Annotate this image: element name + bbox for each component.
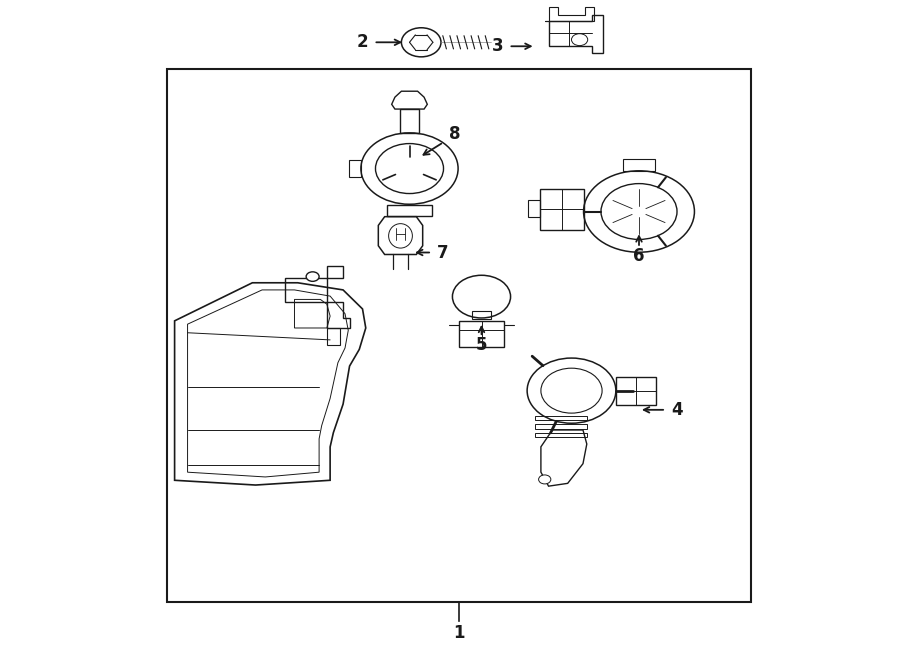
Text: 2: 2 (357, 33, 368, 52)
Circle shape (361, 133, 458, 204)
Circle shape (583, 171, 695, 253)
Circle shape (453, 275, 510, 318)
Text: 4: 4 (671, 401, 682, 419)
Circle shape (375, 143, 444, 194)
Circle shape (601, 184, 677, 239)
Circle shape (572, 34, 588, 46)
Circle shape (527, 358, 616, 423)
Circle shape (401, 28, 441, 57)
Circle shape (538, 475, 551, 484)
Text: 5: 5 (476, 336, 487, 354)
Text: 8: 8 (449, 125, 460, 143)
Bar (166, 69, 751, 602)
Text: 6: 6 (634, 247, 644, 265)
Text: 1: 1 (454, 624, 464, 642)
Circle shape (541, 368, 602, 413)
Ellipse shape (389, 223, 412, 248)
Text: 7: 7 (437, 243, 448, 262)
Circle shape (306, 272, 319, 282)
Text: 3: 3 (492, 37, 503, 56)
